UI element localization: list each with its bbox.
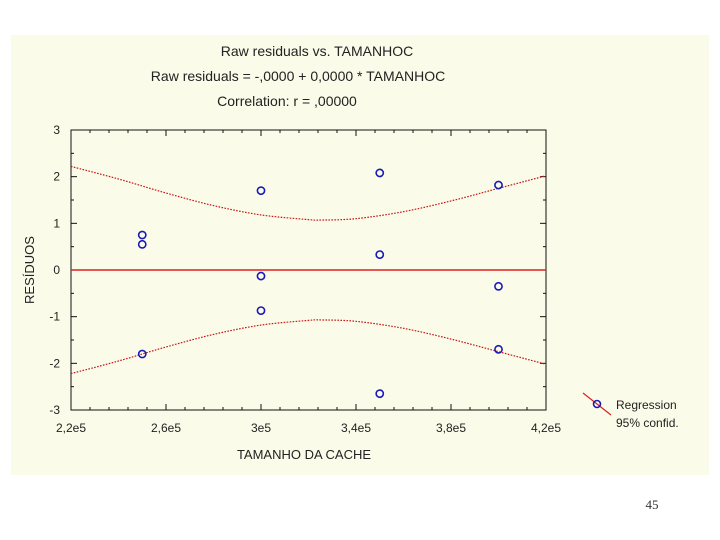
y-tick-label: -1	[49, 310, 60, 324]
x-tick-label: 3,8e5	[436, 421, 466, 435]
legend: Regression 95% confid.	[582, 392, 679, 430]
data-point	[494, 344, 503, 354]
data-point	[137, 230, 147, 240]
chart-svg: Raw residuals vs. TAMANHOC Raw residuals…	[22, 43, 679, 462]
chart-title: Raw residuals vs. TAMANHOC	[221, 43, 413, 59]
x-axis-label: TAMANHO DA CACHE	[237, 447, 371, 462]
y-tick-label: -2	[49, 356, 60, 370]
page-number: 45	[645, 497, 659, 512]
data-point	[494, 281, 503, 291]
data-point	[494, 180, 503, 190]
data-point	[375, 389, 385, 399]
data-point	[256, 186, 266, 196]
data-point	[375, 250, 385, 259]
data-point	[375, 168, 385, 178]
legend-confidence-label: 95% confid.	[616, 416, 679, 430]
data-point	[256, 306, 266, 315]
y-tick-label: 1	[53, 216, 60, 230]
x-tick-label: 2,6e5	[151, 421, 181, 435]
y-tick-label: 2	[53, 170, 60, 184]
chart-correlation: Correlation: r = ,00000	[217, 93, 357, 109]
legend-point-marker	[592, 399, 602, 409]
legend-regression-label: Regression	[616, 398, 677, 412]
data-point	[256, 271, 266, 281]
chart-figure: Raw residuals vs. TAMANHOC Raw residuals…	[11, 35, 709, 475]
chart-equation: Raw residuals = -,0000 + 0,0000 * TAMANH…	[151, 68, 445, 84]
x-tick-label: 3e5	[251, 421, 271, 435]
x-tick-label: 2,2e5	[56, 421, 86, 435]
y-tick-label: 3	[53, 123, 60, 137]
y-tick-label: 0	[53, 263, 60, 277]
legend-regression-line	[582, 392, 612, 416]
confidence-upper-curve	[70, 165, 547, 221]
x-tick-label: 4,2e5	[531, 421, 561, 435]
data-point	[137, 239, 147, 249]
confidence-lower-curve	[70, 319, 547, 375]
data-point	[137, 349, 147, 359]
y-tick-label: -3	[49, 403, 60, 417]
y-axis-label: RESÍDUOS	[22, 236, 37, 304]
x-tick-label: 3,4e5	[341, 421, 371, 435]
